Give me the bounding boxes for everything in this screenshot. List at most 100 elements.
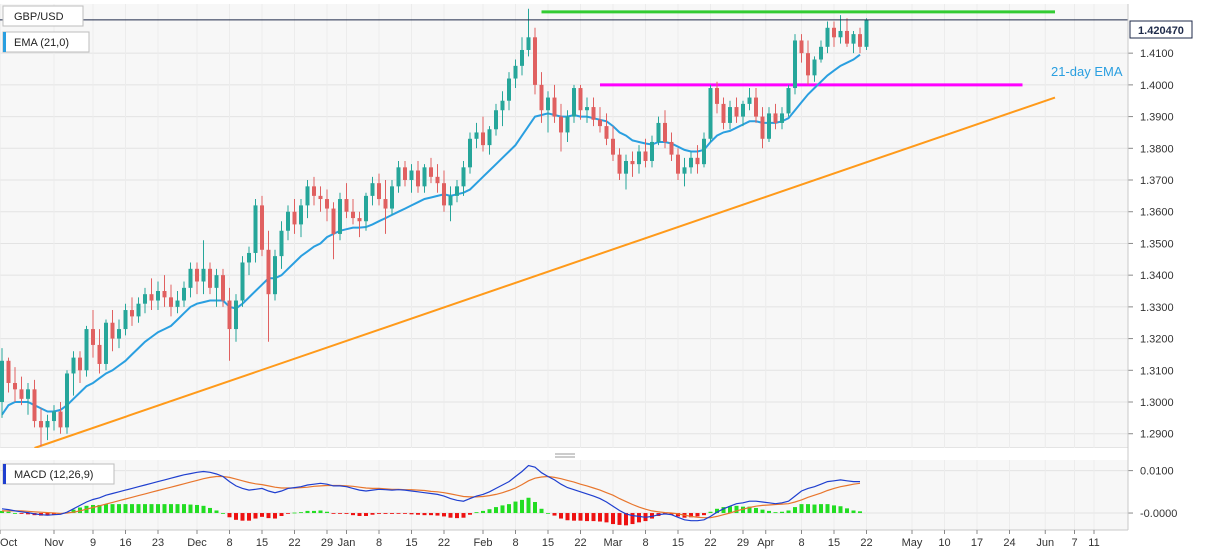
- candle-body: [136, 303, 141, 317]
- candle-body: [299, 205, 303, 225]
- candle-body: [91, 329, 95, 345]
- candle-body: [331, 208, 336, 234]
- macd-hist-bar-negative: [260, 513, 264, 517]
- candle-down: [754, 88, 758, 123]
- macd-hist-bar-negative: [585, 513, 589, 522]
- candle-up: [52, 405, 56, 431]
- candle-body: [793, 40, 797, 89]
- ema-color-swatch: [3, 32, 6, 52]
- candle-down: [806, 40, 810, 85]
- candle-body: [435, 176, 440, 184]
- macd-hist-bar-positive: [513, 501, 518, 514]
- macd-line: [1, 464, 860, 522]
- time-tick-label: Jun: [1036, 537, 1054, 549]
- candle-body: [26, 389, 30, 399]
- candle-down: [149, 278, 154, 311]
- candle-body: [117, 329, 121, 339]
- candle-down: [591, 97, 596, 127]
- ema-indicator-tag[interactable]: EMA (21,0): [2, 31, 90, 53]
- macd-hist-bar-negative: [565, 513, 570, 521]
- time-tick-label: 11: [1088, 537, 1099, 549]
- macd-hist-bar-negative: [559, 513, 563, 519]
- price-y-tick-label: 1.3500: [1140, 238, 1174, 250]
- macd-hist-bar-positive: [487, 509, 492, 514]
- candle-up: [546, 91, 550, 133]
- macd-hist-bar-positive: [838, 506, 843, 514]
- candle-body: [500, 100, 505, 111]
- candle-up: [494, 103, 498, 136]
- candle-up: [273, 249, 277, 301]
- price-y-tick-label: 1.2900: [1140, 429, 1174, 441]
- macd-hist-bar-positive: [71, 509, 76, 514]
- candle-body: [377, 183, 381, 200]
- candle-body: [825, 27, 830, 47]
- candle-body: [65, 373, 69, 428]
- macd-hist-bar-negative: [364, 513, 368, 516]
- time-tick-label: 29: [737, 537, 749, 549]
- candle-body: [565, 116, 570, 133]
- price-y-tick-label: 1.3200: [1140, 334, 1174, 346]
- macd-hist-bar-negative: [279, 513, 284, 516]
- candle-up: [747, 88, 752, 111]
- candle-down: [13, 367, 17, 403]
- macd-hist-bar-positive: [728, 506, 732, 514]
- candle-body: [461, 167, 466, 187]
- macd-y-axis: -0.0000 0.0100: [1128, 466, 1177, 520]
- macd-hist-bar-negative: [468, 513, 472, 515]
- candle-body: [650, 141, 654, 161]
- macd-indicator-tag[interactable]: MACD (12,26,9): [2, 463, 115, 485]
- symbol-tag-box[interactable]: [2, 5, 84, 27]
- macd-hist-bar-negative: [253, 513, 258, 519]
- candle-body: [838, 30, 843, 38]
- candle-body: [260, 205, 264, 250]
- macd-hist-bar-negative: [598, 513, 602, 522]
- symbol-tag[interactable]: GBP/USD: [2, 5, 84, 27]
- candle-body: [240, 262, 245, 301]
- candle-body: [721, 103, 726, 123]
- time-tick-label: 24: [1003, 537, 1015, 549]
- candle-body: [429, 167, 433, 177]
- macd-hist-bar-positive: [13, 513, 17, 514]
- macd-hist-bar-positive: [123, 504, 128, 514]
- time-axis: Oct Nov 9 16 23 Dec 8 15 22 29 Jan 8 15 22 Feb 8 15 22 Mar…: [0, 530, 1100, 549]
- candle-down: [442, 170, 446, 212]
- candle-body: [741, 103, 745, 117]
- candle-body: [39, 421, 43, 428]
- macd-hist-bar-negative: [442, 513, 446, 517]
- macd-hist-bar-positive: [845, 508, 849, 514]
- pane-resize-handle[interactable]: [0, 448, 1128, 460]
- candle-up: [396, 160, 401, 193]
- macd-hist-bar-negative: [617, 513, 622, 525]
- candle-body: [832, 27, 836, 38]
- macd-plot-area: [0, 460, 1128, 530]
- candle-body: [19, 389, 24, 399]
- macd-hist-bar-negative: [357, 513, 362, 516]
- time-tick-label: 8: [642, 537, 648, 549]
- macd-hist-bar-positive: [858, 511, 862, 514]
- candle-body: [71, 357, 76, 374]
- macd-hist-bar-negative: [611, 513, 615, 525]
- macd-hist-bar-negative: [377, 513, 381, 514]
- candle-up: [689, 151, 693, 174]
- macd-hist-bar-positive: [175, 504, 180, 514]
- price-y-tick-label: 1.3300: [1140, 302, 1174, 314]
- candle-up: [741, 100, 745, 127]
- macd-hist-bar-positive: [214, 510, 219, 514]
- candle-up: [565, 110, 570, 142]
- macd-hist-bar-negative: [448, 513, 453, 518]
- macd-hist-bar-positive: [747, 506, 752, 514]
- candle-down: [32, 379, 37, 428]
- candle-down: [845, 18, 849, 47]
- macd-hist-bar-negative: [676, 513, 680, 517]
- macd-hist-bar-positive: [208, 507, 212, 514]
- candle-body: [552, 97, 557, 117]
- macd-hist-bar-negative: [344, 513, 349, 514]
- macd-hist-bar-negative: [455, 513, 459, 519]
- candle-body: [344, 199, 349, 212]
- macd-hist-bar-positive: [507, 504, 511, 514]
- candle-down: [130, 297, 134, 326]
- candle-body: [292, 211, 297, 225]
- candle-body: [695, 157, 700, 165]
- candle-body: [58, 411, 63, 428]
- candle-down: [760, 107, 765, 149]
